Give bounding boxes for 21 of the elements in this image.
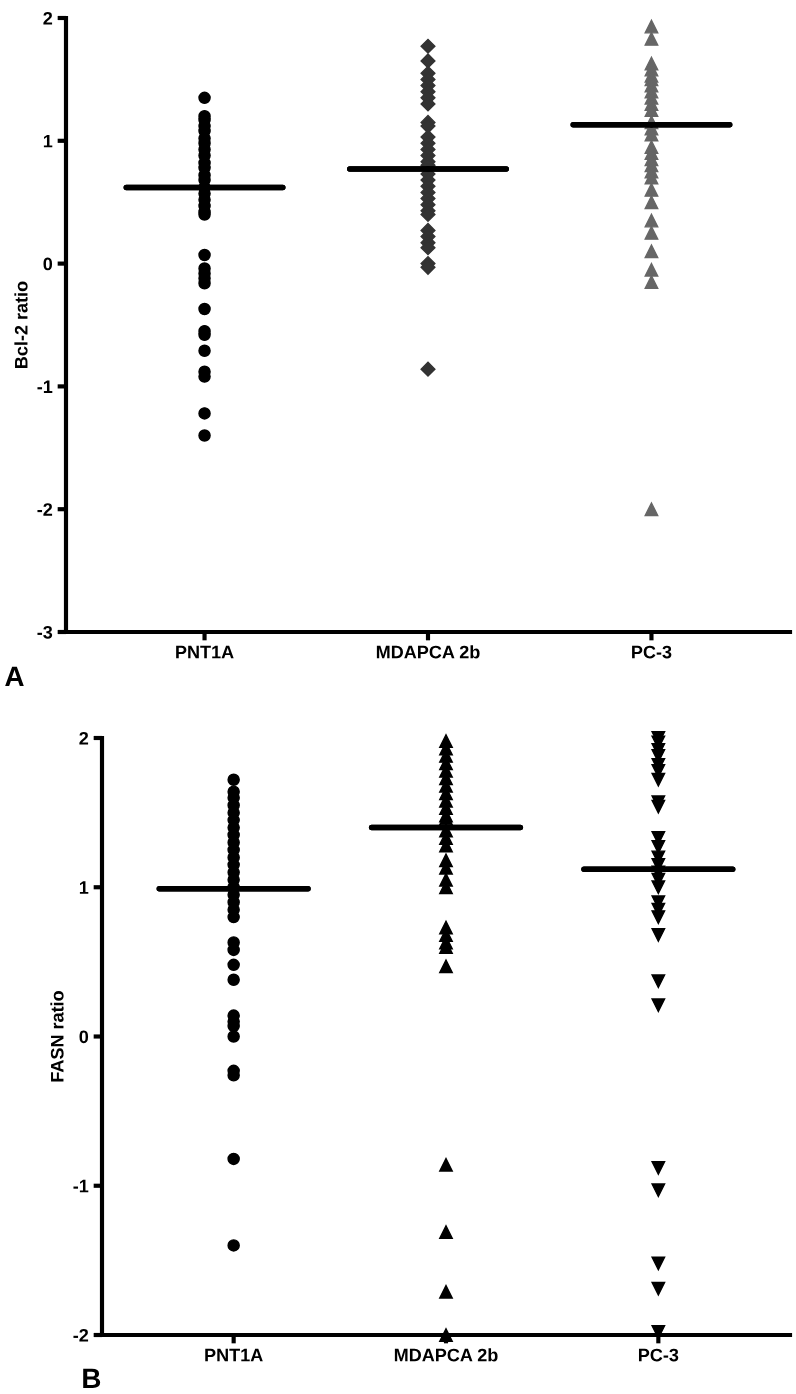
x-tick-label: PNT1A (176, 645, 234, 659)
x-tick-label: PC-3 (632, 645, 672, 659)
y-tick-label: 0 (79, 1030, 89, 1044)
y-tick-label: 1 (43, 134, 53, 148)
y-tick-label: 1 (79, 881, 89, 894)
y-tick-label: 2 (43, 11, 53, 25)
x-tick-label: MDAPCA 2b (376, 645, 480, 659)
y-axis-title: Bcl-2 ratio (14, 281, 28, 368)
x-tick-label: PC-3 (638, 1348, 679, 1362)
y-tick-label: 0 (43, 257, 53, 271)
y-tick-label: -1 (73, 1179, 89, 1193)
y-axis-title: FASN ratio (50, 991, 64, 1082)
y-tick-label: -3 (37, 625, 53, 639)
y-tick-label: -1 (37, 380, 53, 393)
y-tick-label: -2 (73, 1328, 89, 1342)
text: B (83, 1368, 101, 1388)
y-tick-label: 2 (79, 731, 89, 745)
text: A (5, 666, 24, 686)
x-tick-label: MDAPCA 2b (394, 1348, 498, 1362)
y-tick-label: -2 (37, 503, 53, 516)
x-tick-label: PNT1A (205, 1348, 263, 1362)
